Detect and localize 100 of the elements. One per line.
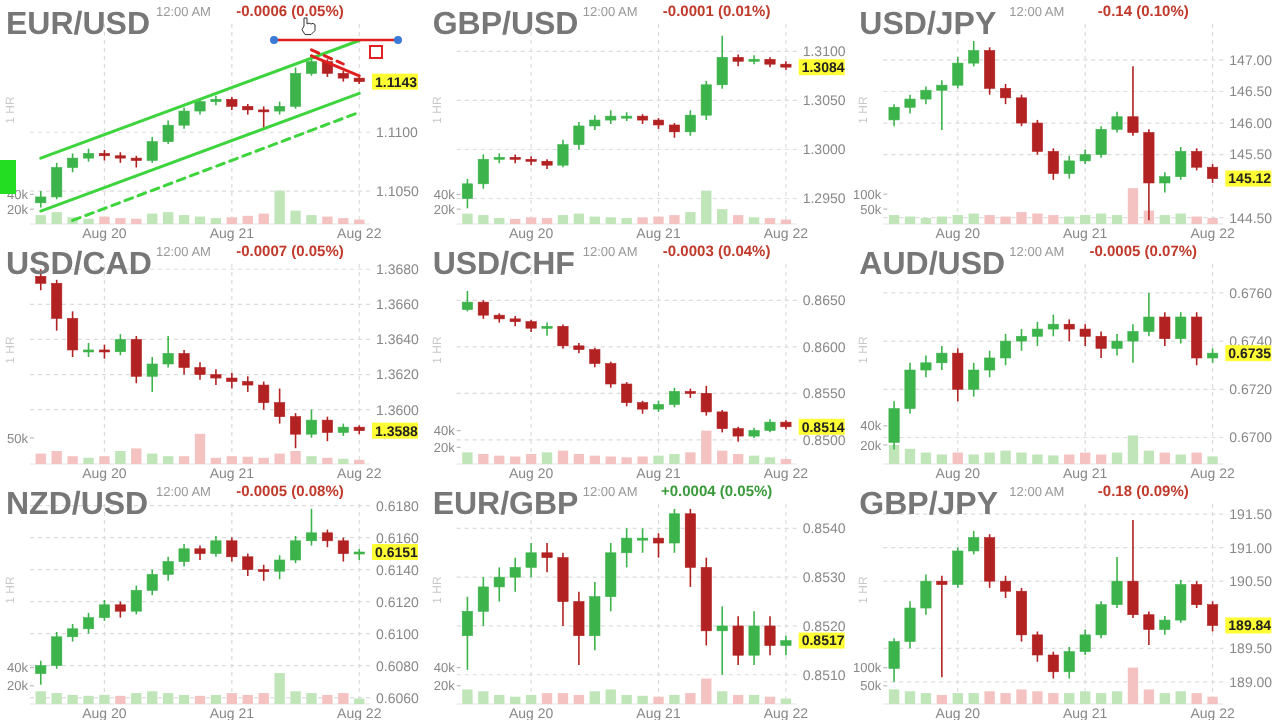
bar	[1016, 689, 1027, 704]
chart-title: EUR/GBP	[432, 488, 580, 522]
bar	[510, 218, 521, 224]
candlestick	[984, 533, 996, 589]
candlestick	[1031, 321, 1043, 347]
bar	[258, 457, 269, 464]
bar	[1191, 216, 1202, 224]
bar	[99, 456, 110, 464]
bar	[162, 693, 174, 704]
candlestick	[1079, 323, 1091, 347]
bar	[557, 450, 569, 464]
bar	[525, 217, 537, 224]
bar	[242, 215, 253, 224]
bar	[1111, 215, 1123, 224]
bar	[290, 691, 301, 704]
candlestick	[1063, 646, 1075, 680]
candlestick	[1063, 318, 1075, 342]
candlestick	[178, 106, 190, 130]
bar	[653, 696, 664, 704]
candlestick	[274, 387, 286, 425]
candlestick	[477, 576, 489, 627]
bar	[1048, 215, 1059, 224]
bar	[1032, 213, 1043, 224]
candlestick	[51, 162, 63, 201]
bar	[621, 218, 632, 224]
bar	[147, 213, 158, 224]
candlestick	[984, 349, 996, 379]
bar	[1159, 693, 1170, 704]
candlestick	[525, 542, 537, 578]
bar	[1016, 452, 1027, 464]
bar	[478, 215, 489, 224]
candlestick	[716, 605, 728, 676]
bar	[258, 693, 269, 704]
candlestick	[162, 119, 174, 145]
bar	[984, 691, 995, 704]
candlestick	[1000, 83, 1012, 105]
candlestick	[1191, 580, 1203, 609]
bar	[732, 215, 744, 224]
bar	[525, 694, 537, 704]
bar	[226, 217, 238, 224]
candlestick	[1095, 330, 1107, 359]
candlestick	[1127, 323, 1139, 364]
chart-title: USD/JPY	[859, 8, 997, 42]
bar	[984, 452, 995, 464]
bar	[904, 216, 916, 224]
bar	[653, 216, 664, 224]
candlestick	[1111, 110, 1123, 134]
bar	[748, 217, 760, 224]
bar	[1000, 450, 1011, 464]
bar	[1032, 691, 1043, 704]
candlestick	[146, 356, 158, 393]
bar	[573, 454, 585, 464]
candlestick	[684, 109, 696, 137]
candlestick	[226, 536, 238, 563]
chart-title: EUR/USD	[6, 8, 151, 42]
candlestick	[242, 552, 254, 577]
candlestick	[162, 556, 174, 582]
bar	[748, 455, 760, 464]
candlestick	[290, 535, 302, 564]
candlestick	[1000, 575, 1012, 599]
candlestick	[1175, 146, 1187, 181]
candlestick	[1016, 93, 1027, 128]
bar	[462, 689, 473, 704]
bar	[685, 212, 696, 224]
candlestick	[337, 536, 349, 563]
candlestick	[1047, 313, 1059, 338]
candlestick	[653, 532, 664, 559]
candlestick	[732, 615, 744, 666]
candlestick	[984, 46, 996, 96]
bar	[322, 457, 333, 464]
bar	[131, 693, 142, 704]
candlestick	[936, 345, 948, 371]
candlestick	[1191, 311, 1203, 366]
bar	[1175, 213, 1186, 224]
candlestick	[178, 349, 190, 376]
candlestick	[1095, 125, 1107, 159]
candlestick	[968, 530, 980, 556]
bar	[306, 215, 317, 224]
bar	[83, 218, 94, 224]
candlestick	[589, 346, 601, 369]
candlestick	[904, 600, 916, 650]
candlestick	[1175, 579, 1187, 624]
bar	[764, 218, 776, 224]
candlestick	[541, 542, 553, 574]
bar	[525, 454, 537, 464]
candlestick	[461, 290, 473, 313]
bar	[920, 452, 932, 464]
bar	[952, 215, 963, 224]
candlestick	[83, 612, 94, 635]
bar	[274, 190, 285, 224]
bar	[322, 694, 333, 704]
bar	[35, 215, 46, 224]
bar	[1064, 454, 1075, 464]
candlestick	[920, 354, 932, 379]
chart-title: GBP/JPY	[859, 488, 999, 522]
bar	[1095, 454, 1107, 464]
candlestick	[621, 527, 633, 569]
bar	[115, 218, 126, 224]
bar	[589, 455, 600, 464]
bar	[1000, 693, 1011, 704]
